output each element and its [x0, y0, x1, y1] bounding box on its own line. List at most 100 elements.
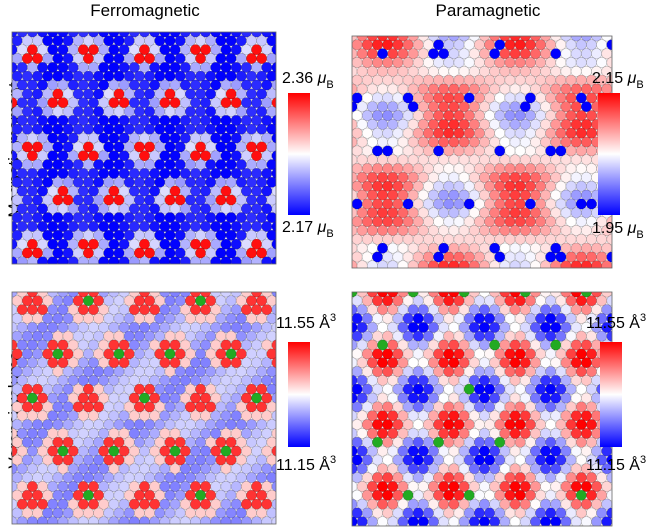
atom	[428, 292, 439, 298]
atom	[428, 260, 439, 268]
colorbar	[288, 93, 310, 215]
atom-panel	[337, 292, 627, 529]
atom	[448, 260, 460, 268]
atom	[159, 516, 171, 524]
atom	[438, 260, 450, 268]
atom	[352, 148, 353, 153]
atom	[352, 369, 353, 374]
atom	[139, 256, 150, 264]
atom	[617, 57, 627, 67]
atom	[200, 292, 212, 298]
atom	[271, 79, 276, 91]
atom	[271, 481, 276, 492]
atom	[337, 411, 347, 421]
atom	[266, 194, 276, 206]
atom	[271, 32, 276, 38]
atom	[220, 256, 232, 264]
atom	[266, 70, 276, 82]
atom	[108, 292, 120, 298]
atom	[560, 260, 572, 268]
atom	[499, 260, 511, 268]
colorbar	[288, 342, 310, 447]
atom	[98, 256, 110, 264]
atom	[611, 36, 612, 39]
atom	[98, 292, 110, 298]
atom	[337, 208, 347, 218]
atom	[509, 36, 521, 42]
atom	[266, 348, 276, 360]
atom	[26, 32, 38, 38]
atom	[108, 256, 120, 264]
atom	[377, 260, 389, 268]
atom	[479, 36, 490, 42]
atom	[601, 260, 612, 268]
atom	[266, 123, 276, 135]
atom	[352, 351, 353, 356]
atom	[342, 526, 352, 529]
atom	[57, 32, 69, 38]
atom	[67, 32, 79, 38]
unit: μ	[317, 70, 327, 87]
atom	[0, 27, 7, 37]
atom	[200, 516, 212, 524]
atom	[67, 292, 79, 298]
atom	[337, 358, 347, 368]
atom	[458, 292, 470, 298]
atom	[277, 106, 287, 116]
atom	[337, 155, 347, 165]
atom	[266, 247, 276, 259]
atom	[251, 256, 263, 264]
atom	[266, 159, 276, 171]
atom	[266, 106, 276, 118]
atom	[366, 36, 378, 42]
panel-border	[11, 31, 277, 265]
atom	[337, 481, 347, 491]
atom	[251, 32, 263, 38]
atom	[617, 490, 627, 500]
atom	[98, 32, 110, 38]
atom	[580, 36, 592, 42]
atom	[179, 256, 191, 264]
atom	[277, 248, 287, 258]
atom	[230, 32, 242, 38]
atom	[417, 292, 429, 298]
atom	[77, 516, 89, 524]
atom	[356, 36, 368, 42]
atom	[617, 252, 627, 262]
atom	[12, 298, 13, 303]
atom	[12, 510, 13, 516]
number: 11.15	[276, 457, 319, 474]
atom	[337, 84, 347, 94]
atom	[210, 256, 222, 264]
atom	[12, 316, 13, 321]
atom	[266, 454, 276, 466]
atom	[12, 292, 18, 298]
atom-panel	[12, 292, 287, 524]
atom	[0, 239, 7, 249]
atom	[240, 292, 252, 298]
atom	[266, 401, 276, 413]
atom	[16, 516, 28, 524]
atom	[509, 260, 521, 268]
atom	[611, 245, 612, 251]
atom	[277, 296, 287, 306]
atom	[352, 219, 353, 224]
atom	[352, 316, 353, 321]
atom	[611, 292, 612, 295]
atom	[570, 260, 582, 268]
atom	[0, 257, 7, 267]
atom	[271, 339, 276, 351]
atom	[591, 260, 603, 268]
atom	[337, 446, 347, 456]
atom	[128, 256, 140, 264]
atom	[337, 464, 347, 474]
atom	[271, 132, 276, 144]
atom	[540, 260, 552, 268]
unit: μ	[317, 219, 327, 236]
superscript: 3	[640, 454, 646, 466]
atom	[159, 256, 171, 264]
atom	[499, 36, 511, 42]
atom	[519, 292, 531, 298]
atom	[352, 457, 353, 463]
atom	[387, 36, 399, 42]
